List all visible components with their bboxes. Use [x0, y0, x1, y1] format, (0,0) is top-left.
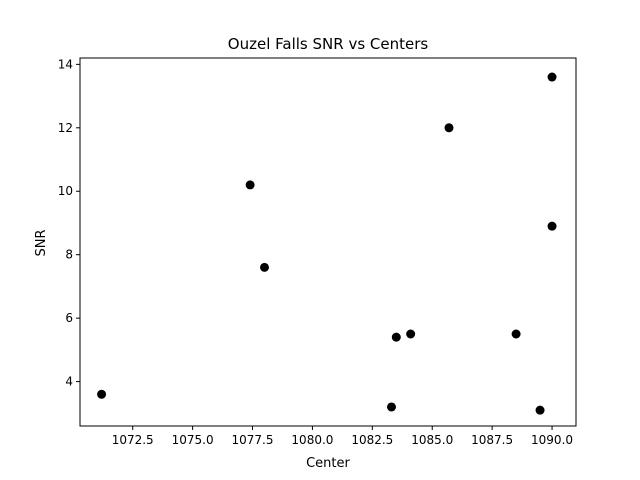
y-tick-label: 8: [65, 248, 73, 262]
data-point: [391, 332, 401, 342]
ticks-layer: 1072.5 1075.0 1077.5 1080.0 1082.5 1085.0 1087…: [58, 57, 573, 447]
x-tick-label: 1082.5: [351, 433, 393, 447]
data-point: [406, 329, 416, 339]
y-tick-label: 12: [58, 121, 73, 135]
x-tick-label: 1087.5: [471, 433, 513, 447]
x-tick-label: 1085.0: [411, 433, 453, 447]
data-point: [444, 123, 454, 133]
data-point: [547, 221, 557, 231]
x-tick-label: 1080.0: [291, 433, 333, 447]
plot-frame: [79, 57, 577, 427]
data-point: [260, 262, 270, 272]
x-tick-label: 1090.0: [531, 433, 573, 447]
x-tick-label: 1075.0: [172, 433, 214, 447]
y-tick-label: 14: [58, 57, 73, 71]
data-point: [511, 329, 521, 339]
points-layer: [97, 72, 557, 415]
data-point: [245, 180, 255, 190]
y-tick-label: 6: [65, 311, 73, 325]
y-tick-label: 4: [65, 375, 73, 389]
data-point: [547, 72, 557, 82]
y-axis-label: SNR: [34, 229, 49, 256]
data-point: [535, 405, 545, 415]
x-axis-label: Center: [306, 456, 350, 471]
data-point: [386, 402, 396, 412]
y-tick-label: 10: [58, 184, 73, 198]
x-tick-label: 1077.5: [232, 433, 274, 447]
x-tick-label: 1072.5: [112, 433, 154, 447]
chart-title: Ouzel Falls SNR vs Centers: [228, 35, 429, 53]
data-point: [97, 389, 107, 399]
